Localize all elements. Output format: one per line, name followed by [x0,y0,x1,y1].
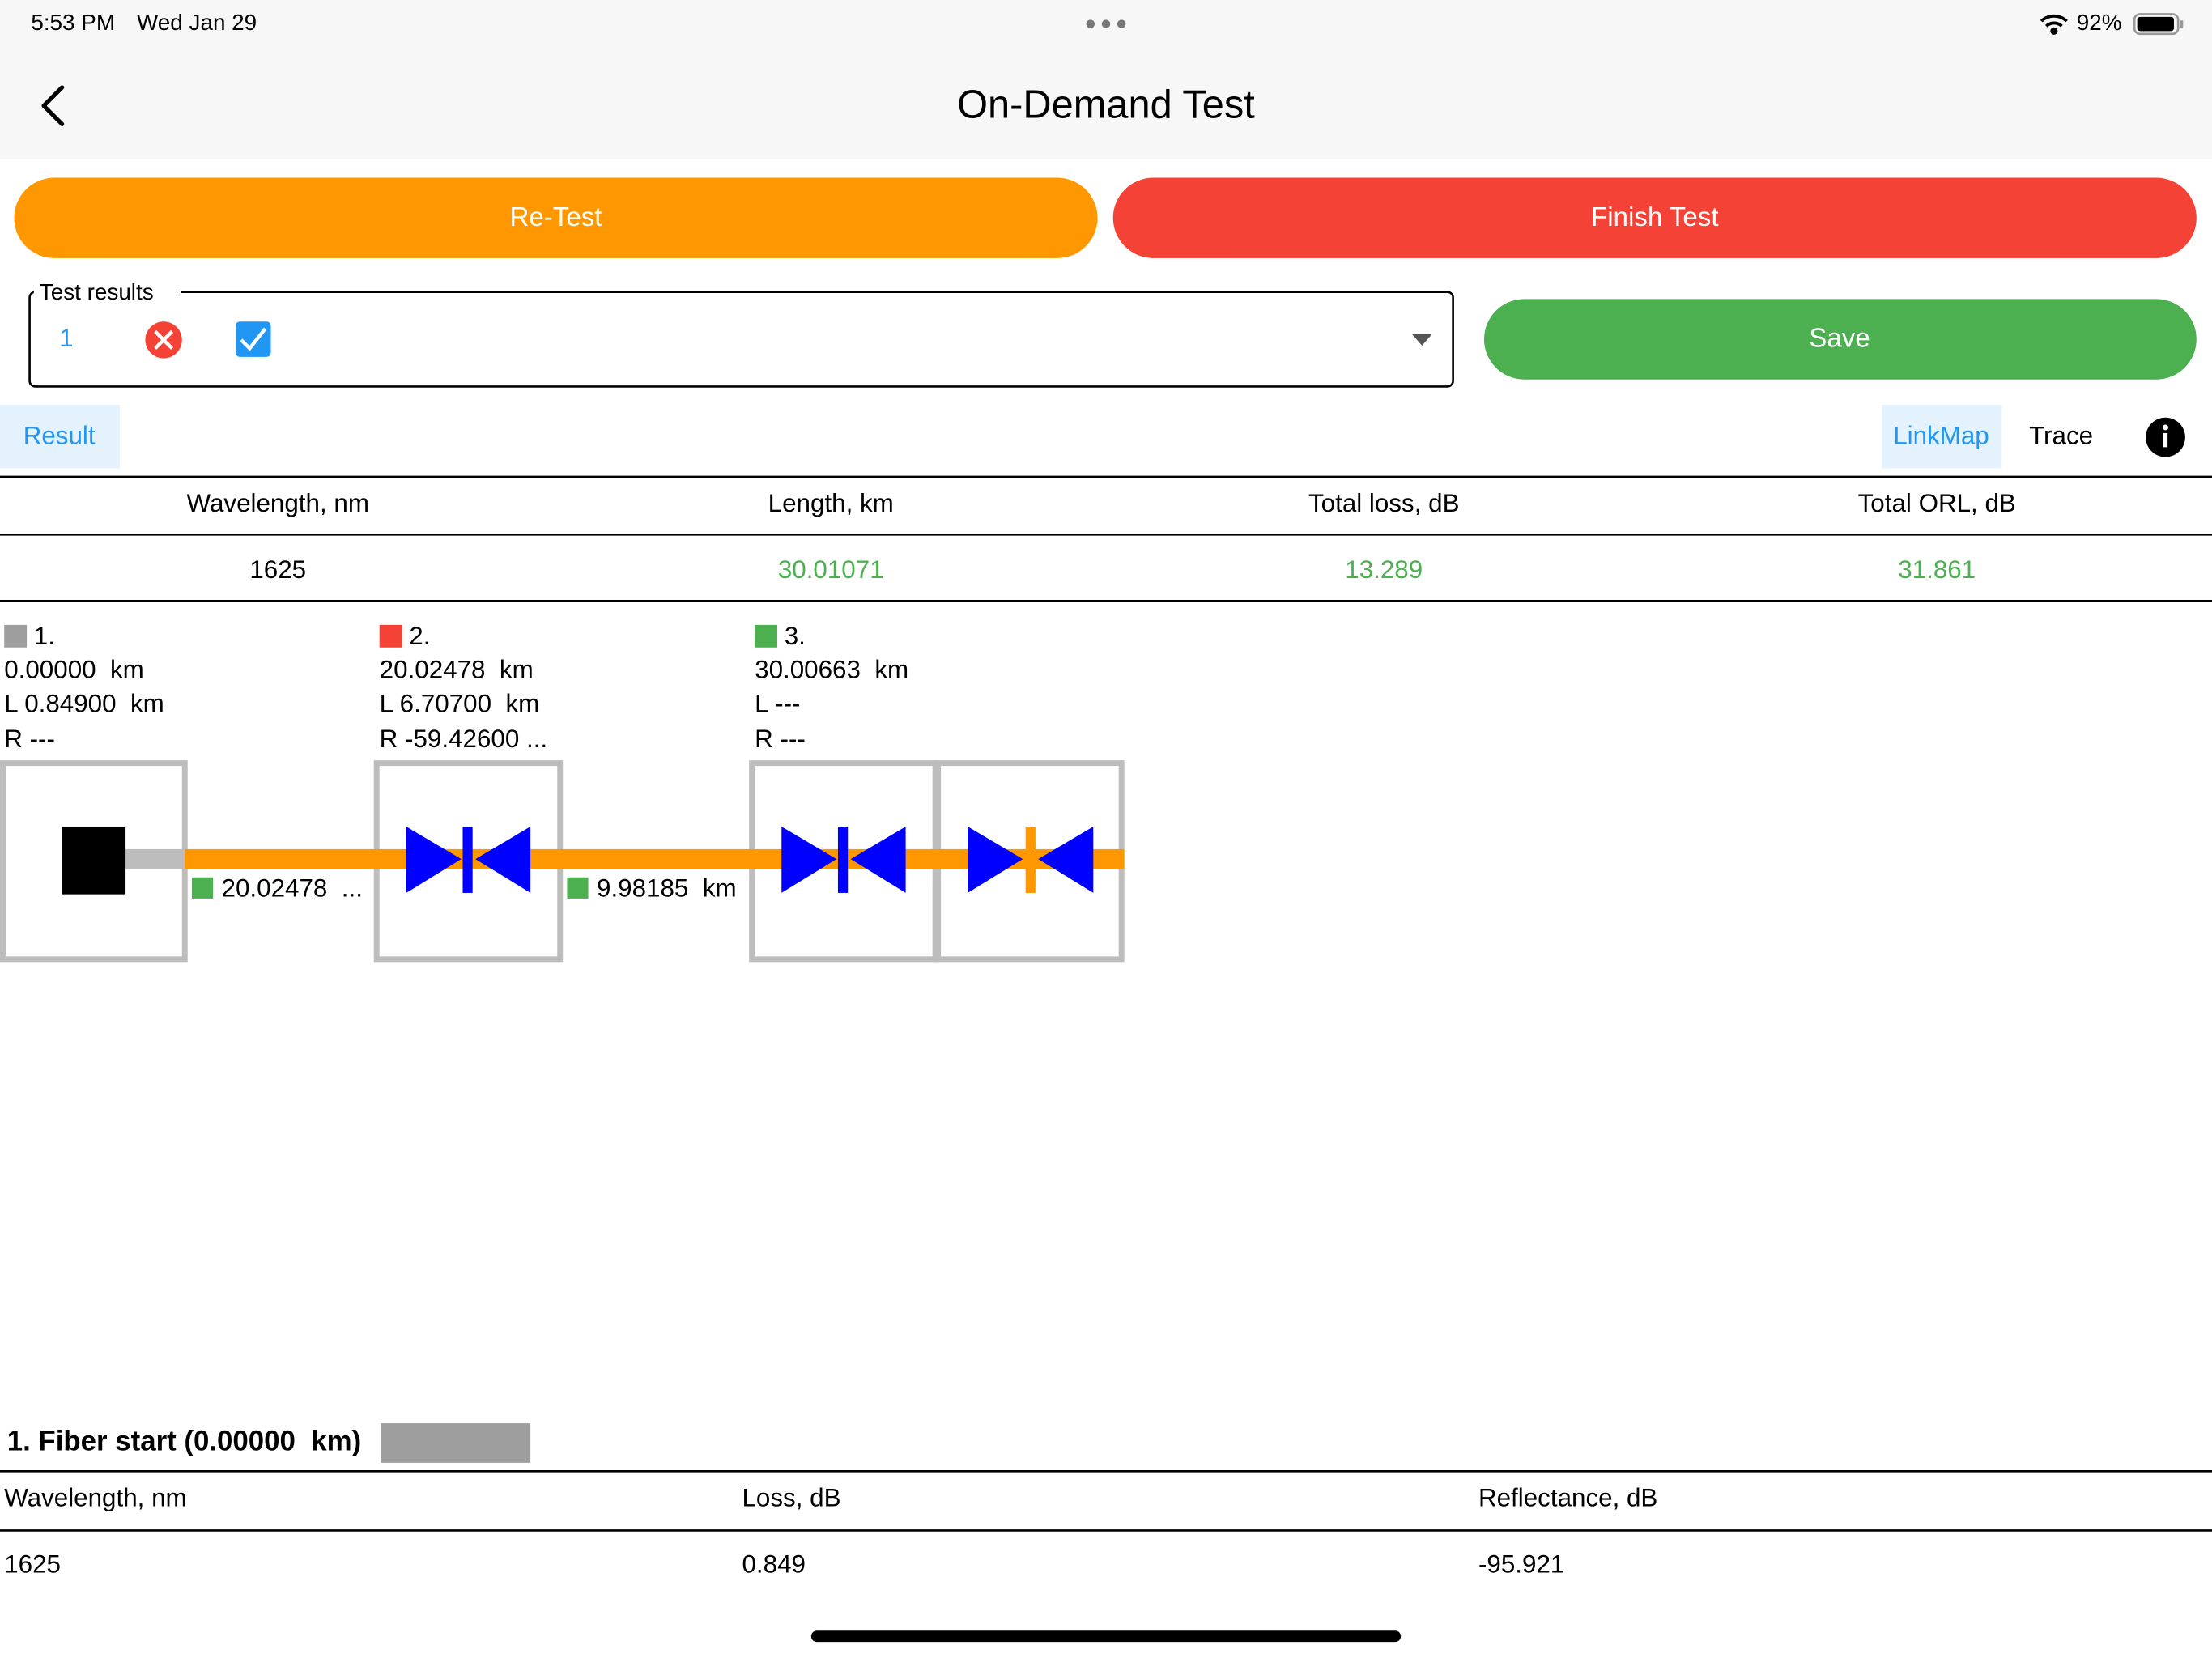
save-label: Save [1809,324,1870,354]
event-status [755,624,778,648]
info-button[interactable] [2146,417,2185,457]
segment-length: 20.02478 ... [222,874,363,903]
home-indicator [810,1630,1402,1643]
test-results-dropdown[interactable]: Test results 1 [28,278,1454,388]
table-cell: 0.849 [742,1550,805,1578]
retest-button-bg [14,177,1098,258]
end-connector-icon [968,827,1094,893]
checkbox [235,321,271,357]
tab-label: LinkMap [1893,421,1989,449]
status-time: 5:53 PM [31,10,115,35]
result-tab[interactable]: Result [0,405,121,469]
finish-button-bg [1112,177,2197,258]
event-loss: L --- [755,689,800,717]
fiber-start-icon [62,827,126,895]
table-cell: 31.861 [1898,555,1976,584]
event-loss: L 0.84900 km [4,689,164,717]
table-header: Loss, dB [742,1483,840,1511]
segment-length: 9.98185 km [597,874,737,903]
table-cell: -95.921 [1478,1550,1564,1578]
wifi-icon [2040,14,2068,35]
table-header: Wavelength, nm [187,489,369,517]
battery-level: 92% [2077,10,2122,35]
event-reflectance: R --- [4,725,55,753]
tab-bg [1882,405,2002,469]
connector-icon [781,827,906,893]
result-number: 1 [59,324,73,352]
retest-button[interactable]: Re-Test [14,177,1098,258]
detail-status [381,1423,531,1463]
back-button[interactable] [41,85,65,126]
finish-label: Finish Test [1591,202,1719,232]
table-cell: 13.289 [1345,555,1423,584]
event-loss: L 6.70700 km [380,689,540,717]
event-reflectance: R --- [755,725,806,753]
segment-status [567,877,589,899]
event-position: 20.02478 km [380,656,534,684]
table-header: Total loss, dB [1308,489,1460,517]
table-cell: 30.01071 [778,555,884,584]
status-date: Wed Jan 29 [137,10,257,35]
event-status [4,624,28,648]
dropdown-border [28,291,1454,388]
page-title: On-Demand Test [957,83,1255,126]
connector-icon [406,827,531,893]
dropdown-label: Test results [40,279,154,304]
table-header: Wavelength, nm [4,1483,186,1511]
multitask-dots [1086,19,1126,28]
label-gap [33,278,181,305]
launch-fiber [124,848,185,869]
linkmap-tab[interactable]: LinkMap [1882,405,2002,469]
table-header: Reflectance, dB [1478,1483,1657,1511]
event-label: 3. [785,622,806,650]
event-position: 0.00000 km [4,656,144,684]
event-label: 1. [34,622,55,650]
event-status [379,624,402,648]
event-label: 2. [409,622,430,650]
retest-label: Re-Test [509,202,602,232]
table-header: Length, km [768,489,894,517]
trace-tab[interactable]: Trace [2029,421,2093,449]
dropdown-arrow [1412,334,1432,346]
table-cell: 1625 [4,1550,61,1578]
tab-bg [0,405,121,469]
event-reflectance: R -59.42600 ... [380,725,547,753]
save-button[interactable]: Save [1483,299,2197,380]
table-header: Total ORL, dB [1858,489,2016,517]
tab-label: Result [23,421,96,449]
table-cell: 1625 [249,555,306,584]
segment-status [191,877,214,899]
detail-title: 1. Fiber start (0.00000 km) [7,1426,361,1457]
event-position: 30.00663 km [755,656,908,684]
fail-icon [145,321,182,359]
finish-button[interactable]: Finish Test [1112,177,2197,258]
battery-icon [2133,13,2184,36]
save-button-bg [1483,299,2197,380]
